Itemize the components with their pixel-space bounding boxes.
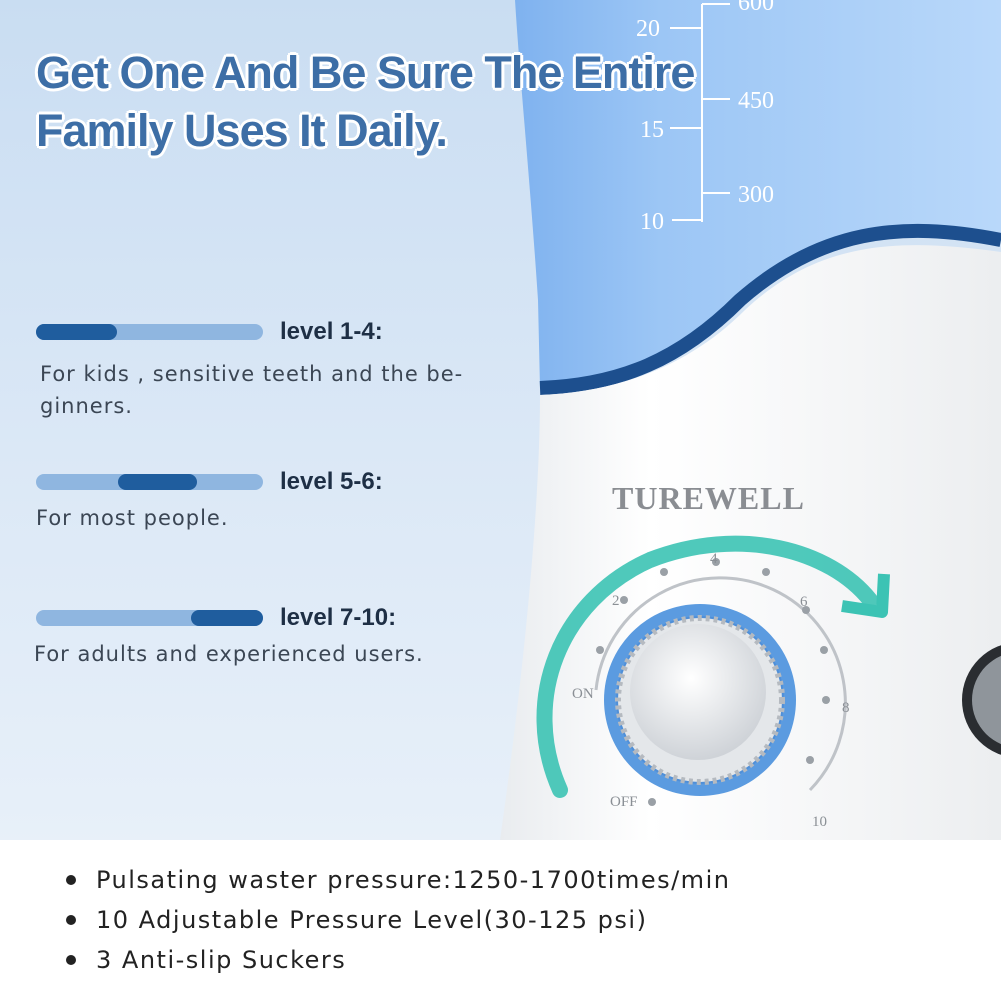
scale-label-right: 450 (738, 88, 774, 114)
feature-list: Pulsating waster pressure:1250-1700times… (66, 860, 730, 980)
level-description: For kids , sensitive teeth and the be-gi… (40, 362, 464, 418)
dial-label: 10 (812, 814, 827, 830)
brand-logo: TUREWELL (612, 480, 805, 516)
level-title: level 7-10: (280, 604, 397, 631)
scale-label-left: 20 (636, 16, 660, 42)
side-button[interactable] (962, 642, 1001, 758)
level-description: For adults and experienced users. (34, 642, 424, 666)
feature-text: 10 Adjustable Pressure Level(30-125 psi) (96, 906, 648, 934)
level-bar (36, 474, 263, 490)
level-bar (36, 324, 263, 340)
dial-scale: ON 2 4 6 8 10 OFF (572, 551, 850, 830)
level-title: level 5-6: (280, 468, 383, 495)
dial-label: 2 (612, 593, 620, 609)
feature-item: Pulsating waster pressure:1250-1700times… (66, 860, 730, 900)
feature-list-panel: Pulsating waster pressure:1250-1700times… (0, 840, 1001, 1001)
level-bar-fill (36, 324, 117, 340)
feature-text: Pulsating waster pressure:1250-1700times… (96, 866, 731, 894)
rotate-arrow-icon (536, 535, 878, 798)
scale-label-left: 15 (640, 117, 664, 143)
level-bar-fill (118, 474, 197, 490)
feature-item: 3 Anti-slip Suckers (66, 940, 730, 980)
level-bar-fill (191, 610, 263, 626)
pressure-knob[interactable] (604, 604, 796, 796)
level-title: level 1-4: (280, 318, 383, 345)
feature-item: 10 Adjustable Pressure Level(30-125 psi) (66, 900, 730, 940)
bullet-icon (66, 955, 76, 965)
tank-scale (670, 3, 730, 222)
feature-text: 3 Anti-slip Suckers (96, 946, 347, 974)
level-description: For most people. (36, 506, 229, 530)
headline-line-2: Family Uses It Daily. (36, 105, 448, 156)
arrow-head-icon (841, 573, 890, 618)
bullet-icon (66, 875, 76, 885)
dial-label: 8 (842, 700, 850, 716)
bullet-icon (66, 915, 76, 925)
water-tank (515, 0, 1001, 395)
scale-label-left: 10 (640, 209, 664, 235)
scale-label-right: 300 (738, 182, 774, 208)
dial-label: ON (572, 686, 594, 702)
dial-label: OFF (610, 794, 638, 810)
scale-label-right: 600 (738, 0, 774, 16)
dial-label: 4 (710, 551, 718, 567)
level-bar (36, 610, 263, 626)
dial-label: 6 (800, 594, 808, 610)
headline-line-1: Get One And Be Sure The Entire (36, 47, 695, 98)
headline: Get One And Be Sure The Entire Family Us… (36, 44, 695, 160)
